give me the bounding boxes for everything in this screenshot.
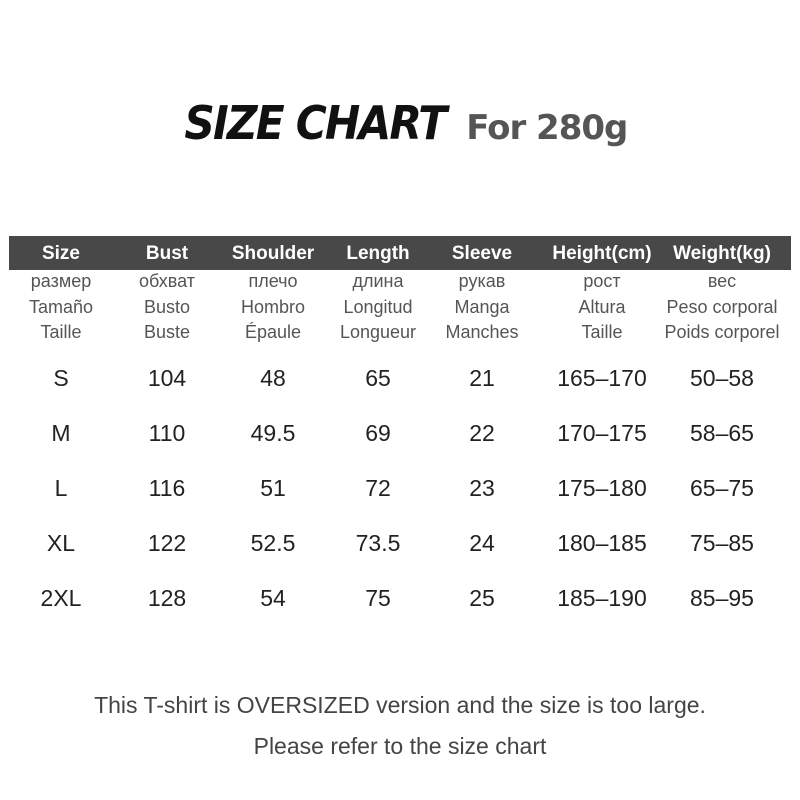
- table-cell: 185–190: [557, 585, 647, 611]
- column-label-fr: Buste: [143, 322, 191, 342]
- column-label-fr: Manches: [445, 322, 519, 342]
- table-cell: 24: [469, 530, 495, 556]
- table-cell: 50–58: [690, 365, 754, 391]
- column-label-fr: Taille: [581, 322, 623, 342]
- column-header: Bust: [145, 243, 189, 264]
- table-cell: 165–170: [557, 365, 647, 391]
- note-oversized: This T-shirt is OVERSIZED version and th…: [94, 692, 706, 718]
- table-cell: 48: [260, 365, 286, 391]
- table-cell: 23: [469, 475, 495, 501]
- table-cell: 116: [148, 475, 186, 501]
- table-cell: 21: [469, 365, 495, 391]
- column-label-ru: вес: [707, 271, 737, 291]
- table-cell: 104: [147, 365, 187, 391]
- column-label-es: Altura: [578, 297, 626, 317]
- table-cell: 110: [148, 420, 186, 446]
- column-label-ru: обхват: [139, 271, 195, 291]
- column-label-fr: Longueur: [339, 322, 417, 342]
- table-cell: 2XL: [40, 585, 82, 611]
- table-cell: 75: [365, 585, 391, 611]
- table-cell: 58–65: [690, 420, 754, 446]
- table-cell: 75–85: [690, 530, 754, 556]
- table-cell: 69: [365, 420, 391, 446]
- column-header: Length: [346, 243, 410, 264]
- table-cell: XL: [46, 530, 76, 556]
- table-cell: 65–75: [690, 475, 754, 501]
- table-cell: 122: [147, 530, 187, 556]
- column-label-fr: Poids corporel: [664, 322, 780, 342]
- table-cell: 52.5: [250, 530, 296, 556]
- table-cell: L: [54, 475, 68, 501]
- column-header: Weight(kg): [673, 243, 771, 264]
- column-label-ru: длина: [352, 271, 404, 291]
- column-header: Size: [41, 243, 81, 264]
- table-cell: M: [51, 420, 71, 446]
- note-refer: Please refer to the size chart: [253, 733, 547, 759]
- table-cell: 175–180: [557, 475, 647, 501]
- column-label-ru: рукав: [458, 271, 506, 291]
- table-cell: 65: [365, 365, 391, 391]
- table-cell: 73.5: [355, 530, 401, 556]
- column-label-fr: Taille: [40, 322, 82, 342]
- table-header-bar: [9, 236, 791, 270]
- column-label-es: Peso corporal: [666, 297, 778, 317]
- column-label-fr: Épaule: [244, 322, 302, 342]
- table-cell: 180–185: [557, 530, 647, 556]
- table-cell: 54: [260, 585, 286, 611]
- column-label-es: Busto: [143, 297, 191, 317]
- table-cell: 72: [365, 475, 391, 501]
- page-title: SIZE CHART For 280g: [0, 96, 800, 150]
- column-label-es: Manga: [454, 297, 510, 317]
- column-label-ru: рост: [583, 271, 621, 291]
- column-label-es: Longitud: [343, 297, 413, 317]
- table-cell: 85–95: [690, 585, 754, 611]
- column-label-es: Hombro: [240, 297, 306, 317]
- column-label-es: Tamaño: [28, 297, 94, 317]
- column-label-ru: размер: [30, 271, 92, 291]
- column-label-ru: плечо: [248, 271, 298, 291]
- table-cell: 22: [469, 420, 495, 446]
- table-cell: 49.5: [250, 420, 296, 446]
- column-header: Shoulder: [231, 243, 315, 264]
- column-header: Height(cm): [552, 243, 652, 264]
- table-cell: 170–175: [557, 420, 647, 446]
- column-header: Sleeve: [451, 243, 513, 264]
- table-cell: S: [53, 365, 69, 391]
- title-sub: For 280g: [466, 108, 628, 148]
- table-cell: 128: [147, 585, 187, 611]
- table-cell: 51: [260, 475, 286, 501]
- title-main: SIZE CHART: [183, 96, 447, 150]
- table-cell: 25: [469, 585, 495, 611]
